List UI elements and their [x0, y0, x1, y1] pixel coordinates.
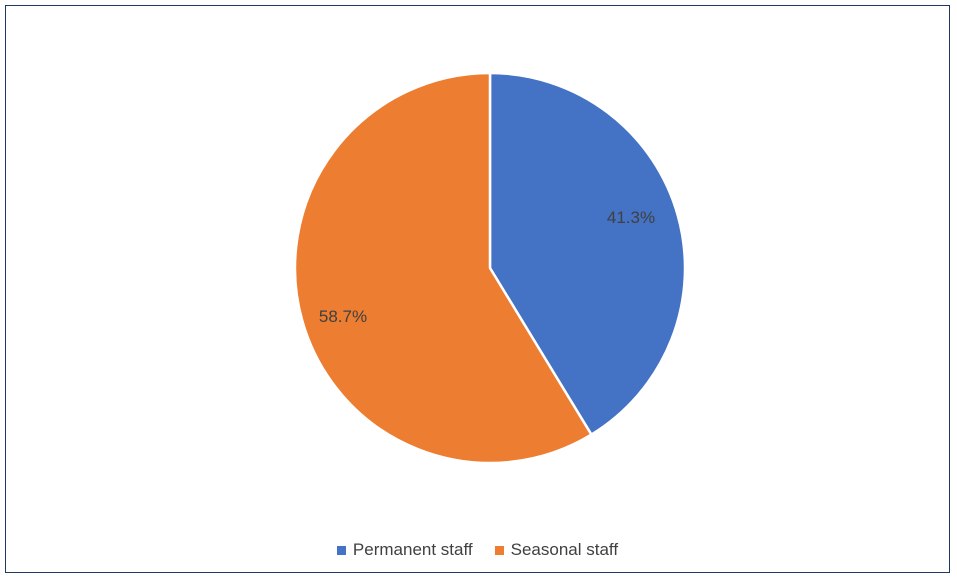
- data-label-seasonal-staff: 58.7%: [319, 307, 367, 326]
- chart-legend: Permanent staff Seasonal staff: [6, 540, 949, 560]
- data-label-permanent-staff: 41.3%: [607, 208, 655, 227]
- pie-slice-permanent-staff: [488, 71, 687, 436]
- pie-chart: 41.3% 58.7%: [293, 71, 687, 465]
- legend-item-seasonal-staff: Seasonal staff: [494, 540, 619, 560]
- legend-label-seasonal-staff: Seasonal staff: [510, 540, 619, 559]
- legend-label-permanent-staff: Permanent staff: [352, 540, 473, 559]
- chart-frame: 41.3% 58.7% Permanent staff Seasonal staf…: [5, 5, 950, 573]
- legend-swatch-seasonal-staff: [494, 545, 504, 555]
- legend-swatch-permanent-staff: [336, 545, 346, 555]
- legend-item-permanent-staff: Permanent staff: [336, 540, 473, 560]
- pie-slice-seasonal-staff: [293, 71, 593, 465]
